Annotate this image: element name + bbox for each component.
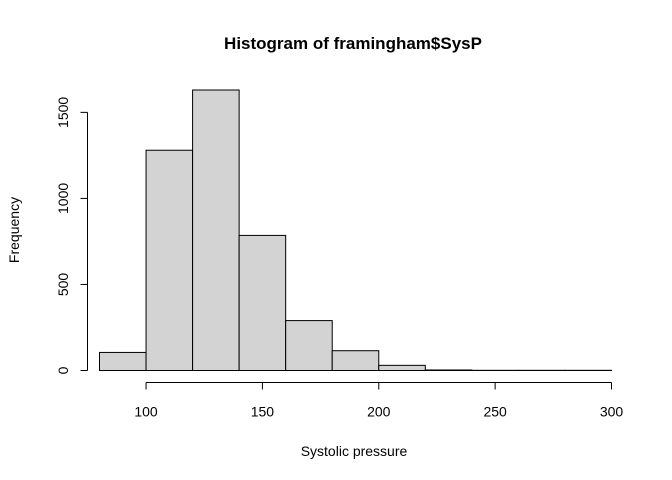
histogram-bars (99, 89, 612, 372)
y-tick-label: 0 (55, 366, 71, 374)
x-tick-label: 200 (367, 404, 391, 420)
histogram-bar (192, 89, 240, 371)
y-tick-label: 1500 (55, 97, 71, 128)
x-axis-label: Systolic pressure (301, 443, 408, 459)
histogram-bar (285, 320, 333, 371)
histogram-bar (99, 351, 147, 371)
x-axis: 100 150 200 250 300 (134, 382, 624, 420)
y-axis: 0 500 1000 1500 (55, 97, 88, 374)
x-tick-label: 150 (251, 404, 275, 420)
y-axis-label: Frequency (6, 197, 22, 263)
histogram-bar (331, 350, 380, 371)
y-tick-label: 500 (55, 273, 71, 297)
x-tick-label: 100 (134, 404, 158, 420)
x-tick-label: 250 (483, 404, 507, 420)
chart-title: Histogram of framingham$SysP (224, 34, 482, 53)
x-tick-label: 300 (600, 404, 624, 420)
histogram-bar (378, 364, 426, 372)
y-tick-label: 1000 (55, 183, 71, 214)
histogram-bar (238, 234, 287, 371)
histogram-bar (424, 369, 473, 371)
histogram-bar (145, 149, 194, 371)
